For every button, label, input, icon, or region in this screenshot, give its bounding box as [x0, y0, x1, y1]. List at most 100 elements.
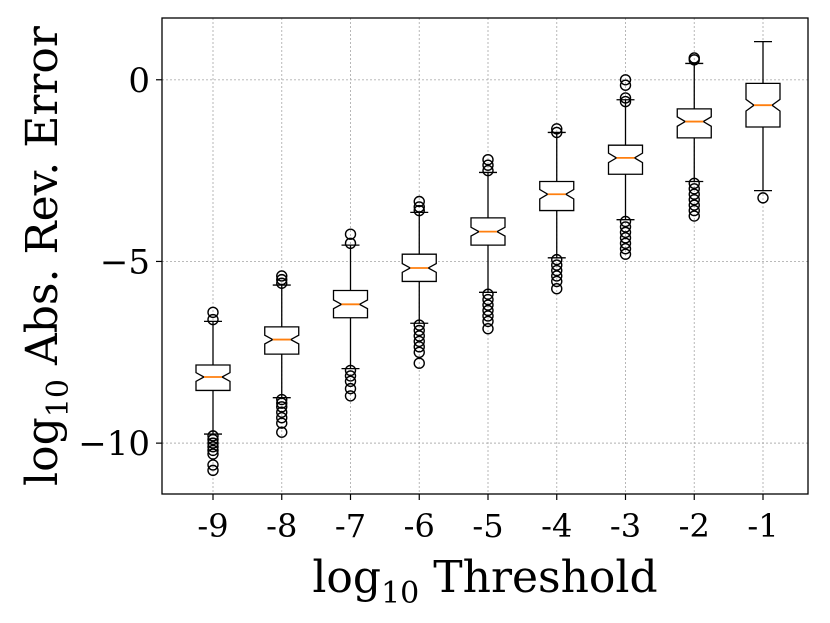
plot-frame	[161, 17, 809, 495]
outlier-point	[344, 390, 357, 402]
outlier-point	[482, 154, 494, 166]
outlier-point	[344, 370, 357, 382]
x-tick-label: -8	[266, 507, 297, 545]
box-body	[264, 326, 300, 355]
box-group	[332, 228, 369, 402]
y-axis-title-log: log	[17, 417, 68, 486]
outlier-point	[551, 270, 563, 282]
outlier-point	[276, 401, 288, 413]
x-axis-title: log10 Threshold	[312, 552, 657, 611]
y-axis-title: log10 Abs. Rev. Error	[17, 25, 76, 486]
box-group	[401, 195, 437, 369]
outlier-point	[413, 341, 425, 353]
box-group	[470, 154, 506, 335]
tick-layer: -9 -8 -7 -6 -5 -4 -3 -2 -1 0 −5 −10	[78, 61, 778, 545]
outlier-point	[551, 126, 563, 139]
outlier-point	[688, 183, 700, 195]
outlier-point	[344, 364, 357, 377]
outlier-point	[207, 464, 219, 477]
outlier-point	[619, 226, 632, 239]
x-tick-label: -1	[747, 507, 778, 545]
outlier-point	[276, 393, 288, 406]
outlier-point	[688, 177, 700, 190]
outlier-point	[276, 273, 288, 286]
outlier-point	[344, 228, 357, 240]
outlier-point	[276, 426, 288, 438]
outlier-point	[619, 243, 632, 255]
outlier-point	[688, 210, 700, 222]
box-body	[676, 108, 712, 139]
outlier-point	[551, 264, 563, 277]
outlier-point	[276, 270, 288, 282]
x-tick-label: -3	[610, 507, 641, 545]
outlier-point	[276, 411, 288, 424]
y-axis-title-sub: 10	[41, 379, 76, 417]
outlier-point	[482, 164, 494, 177]
outlier-point	[276, 397, 288, 409]
y-axis-title-rest: Abs. Rev. Error	[17, 25, 68, 379]
x-tick-label: -5	[472, 507, 503, 545]
outlier-point	[344, 375, 357, 388]
outlier-point	[207, 433, 219, 446]
outlier-point	[344, 382, 357, 395]
outlier-point	[207, 444, 219, 457]
outlier-point	[207, 448, 219, 460]
outlier-point	[207, 430, 219, 442]
outlier-point	[551, 275, 563, 288]
box-group	[745, 40, 781, 204]
y-tick-label: −5	[100, 242, 150, 282]
x-axis-title-log: log	[312, 552, 381, 603]
outlier-point	[551, 123, 563, 135]
outlier-point	[619, 215, 632, 228]
outlier-point	[413, 195, 425, 208]
y-tick-label: 0	[128, 61, 150, 101]
box-group	[195, 306, 231, 477]
outlier-point	[207, 437, 219, 449]
outlier-point	[207, 441, 219, 453]
outlier-point	[688, 204, 700, 217]
box-body	[539, 180, 575, 212]
outlier-point	[619, 95, 632, 108]
outlier-point	[344, 237, 357, 249]
outlier-point	[551, 259, 563, 271]
outlier-point	[276, 406, 288, 418]
outlier-point	[207, 459, 219, 471]
outlier-point	[413, 319, 425, 331]
outlier-point	[413, 346, 425, 358]
outlier-point	[688, 188, 700, 200]
outlier-point	[413, 201, 425, 213]
box-body	[607, 144, 644, 175]
x-tick-label: -9	[197, 507, 228, 545]
outlier-point	[688, 199, 700, 211]
outlier-point	[482, 288, 494, 300]
outlier-point	[619, 237, 632, 249]
outlier-point	[482, 304, 494, 317]
outlier-point	[482, 310, 494, 322]
box-layer	[195, 40, 781, 477]
outlier-point	[482, 322, 494, 335]
outlier-point	[482, 315, 494, 328]
outlier-point	[619, 79, 632, 91]
outlier-point	[688, 54, 700, 66]
x-tick-label: -4	[541, 507, 572, 545]
outlier-point	[688, 193, 700, 206]
outlier-point	[413, 330, 425, 342]
outlier-point	[482, 293, 494, 306]
box-group	[264, 270, 300, 438]
x-tick-label: -7	[335, 507, 366, 545]
x-axis-title-rest: Threshold	[419, 552, 657, 603]
outlier-point	[619, 248, 632, 260]
outlier-point	[551, 253, 563, 266]
outlier-point	[482, 159, 494, 171]
grid-layer	[162, 18, 808, 494]
outlier-point	[413, 335, 425, 348]
outlier-point	[619, 232, 632, 244]
outlier-point	[207, 313, 219, 326]
x-axis-title-sub: 10	[381, 576, 419, 611]
x-tick-label: -6	[404, 507, 435, 545]
outlier-point	[276, 417, 288, 429]
outlier-point	[207, 306, 219, 319]
box-group	[676, 52, 712, 222]
outlier-point	[757, 192, 769, 204]
